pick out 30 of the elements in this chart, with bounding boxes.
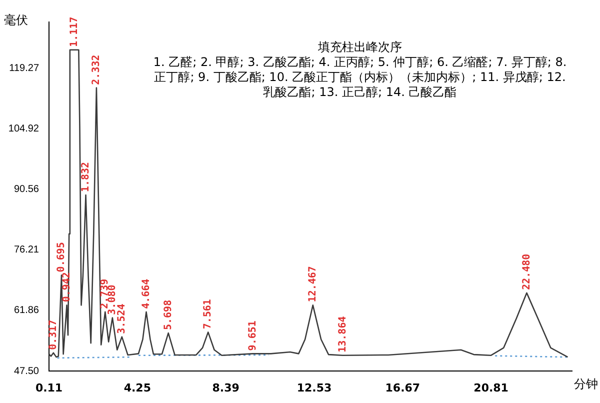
annotation: 0.942 [61,272,72,302]
text: 填充柱出峰次序 [317,40,403,55]
x-tick-label: 8.39 [212,381,240,394]
y-axis-title: 毫伏 [4,13,28,27]
y-tick-label: 47.50 [14,366,40,377]
annotation: 22.480 [521,254,532,290]
annotation: 9.651 [247,320,258,351]
annotation: 2.332 [91,54,102,85]
annotation: 13.864 [337,316,348,352]
annotation: 1. 乙醛; 2. 甲醇; 3. 乙酸乙酯; 4. 正丙醇; 5. 仲丁醇; 6. 乙缩醛; 7. 异丁醇; 8. 正丁醇; 9. 丁酸乙酯; 10. 乙酸正丁酯（内标）（未加内标）; 11. 异戊醇; 12. 乳酸乙酯; 13. 正己醇; 14. 己酸乙酯 [152,55,568,100]
x-axis-title: 分钟 [574,377,598,391]
annotation: 12.467 [307,266,318,302]
x-tick-label: 12.53 [296,381,332,394]
annotation: 0.317 [48,320,60,350]
x-tick-label: 0.11 [35,381,63,394]
x-tick-label: 4.25 [124,381,151,394]
y-tick-label: 61.86 [14,305,40,316]
annotation: 3.524 [116,304,128,334]
annotation: 1.832 [80,162,92,192]
y-tick-label: 90.56 [14,184,40,196]
annotation: 0.695 [56,242,68,272]
x-tick-label: 20.81 [474,381,508,394]
annotation: 5.698 [162,300,174,330]
annotation: 7.561 [202,299,214,330]
y-tick-label: 119.27 [9,62,40,74]
x-tick-label: 16.67 [385,381,420,394]
y-tick-label: 76.21 [14,244,40,256]
annotation: 1.117 [69,16,80,47]
annotation: 4.664 [140,278,152,309]
y-tick-label: 104.92 [8,123,40,134]
